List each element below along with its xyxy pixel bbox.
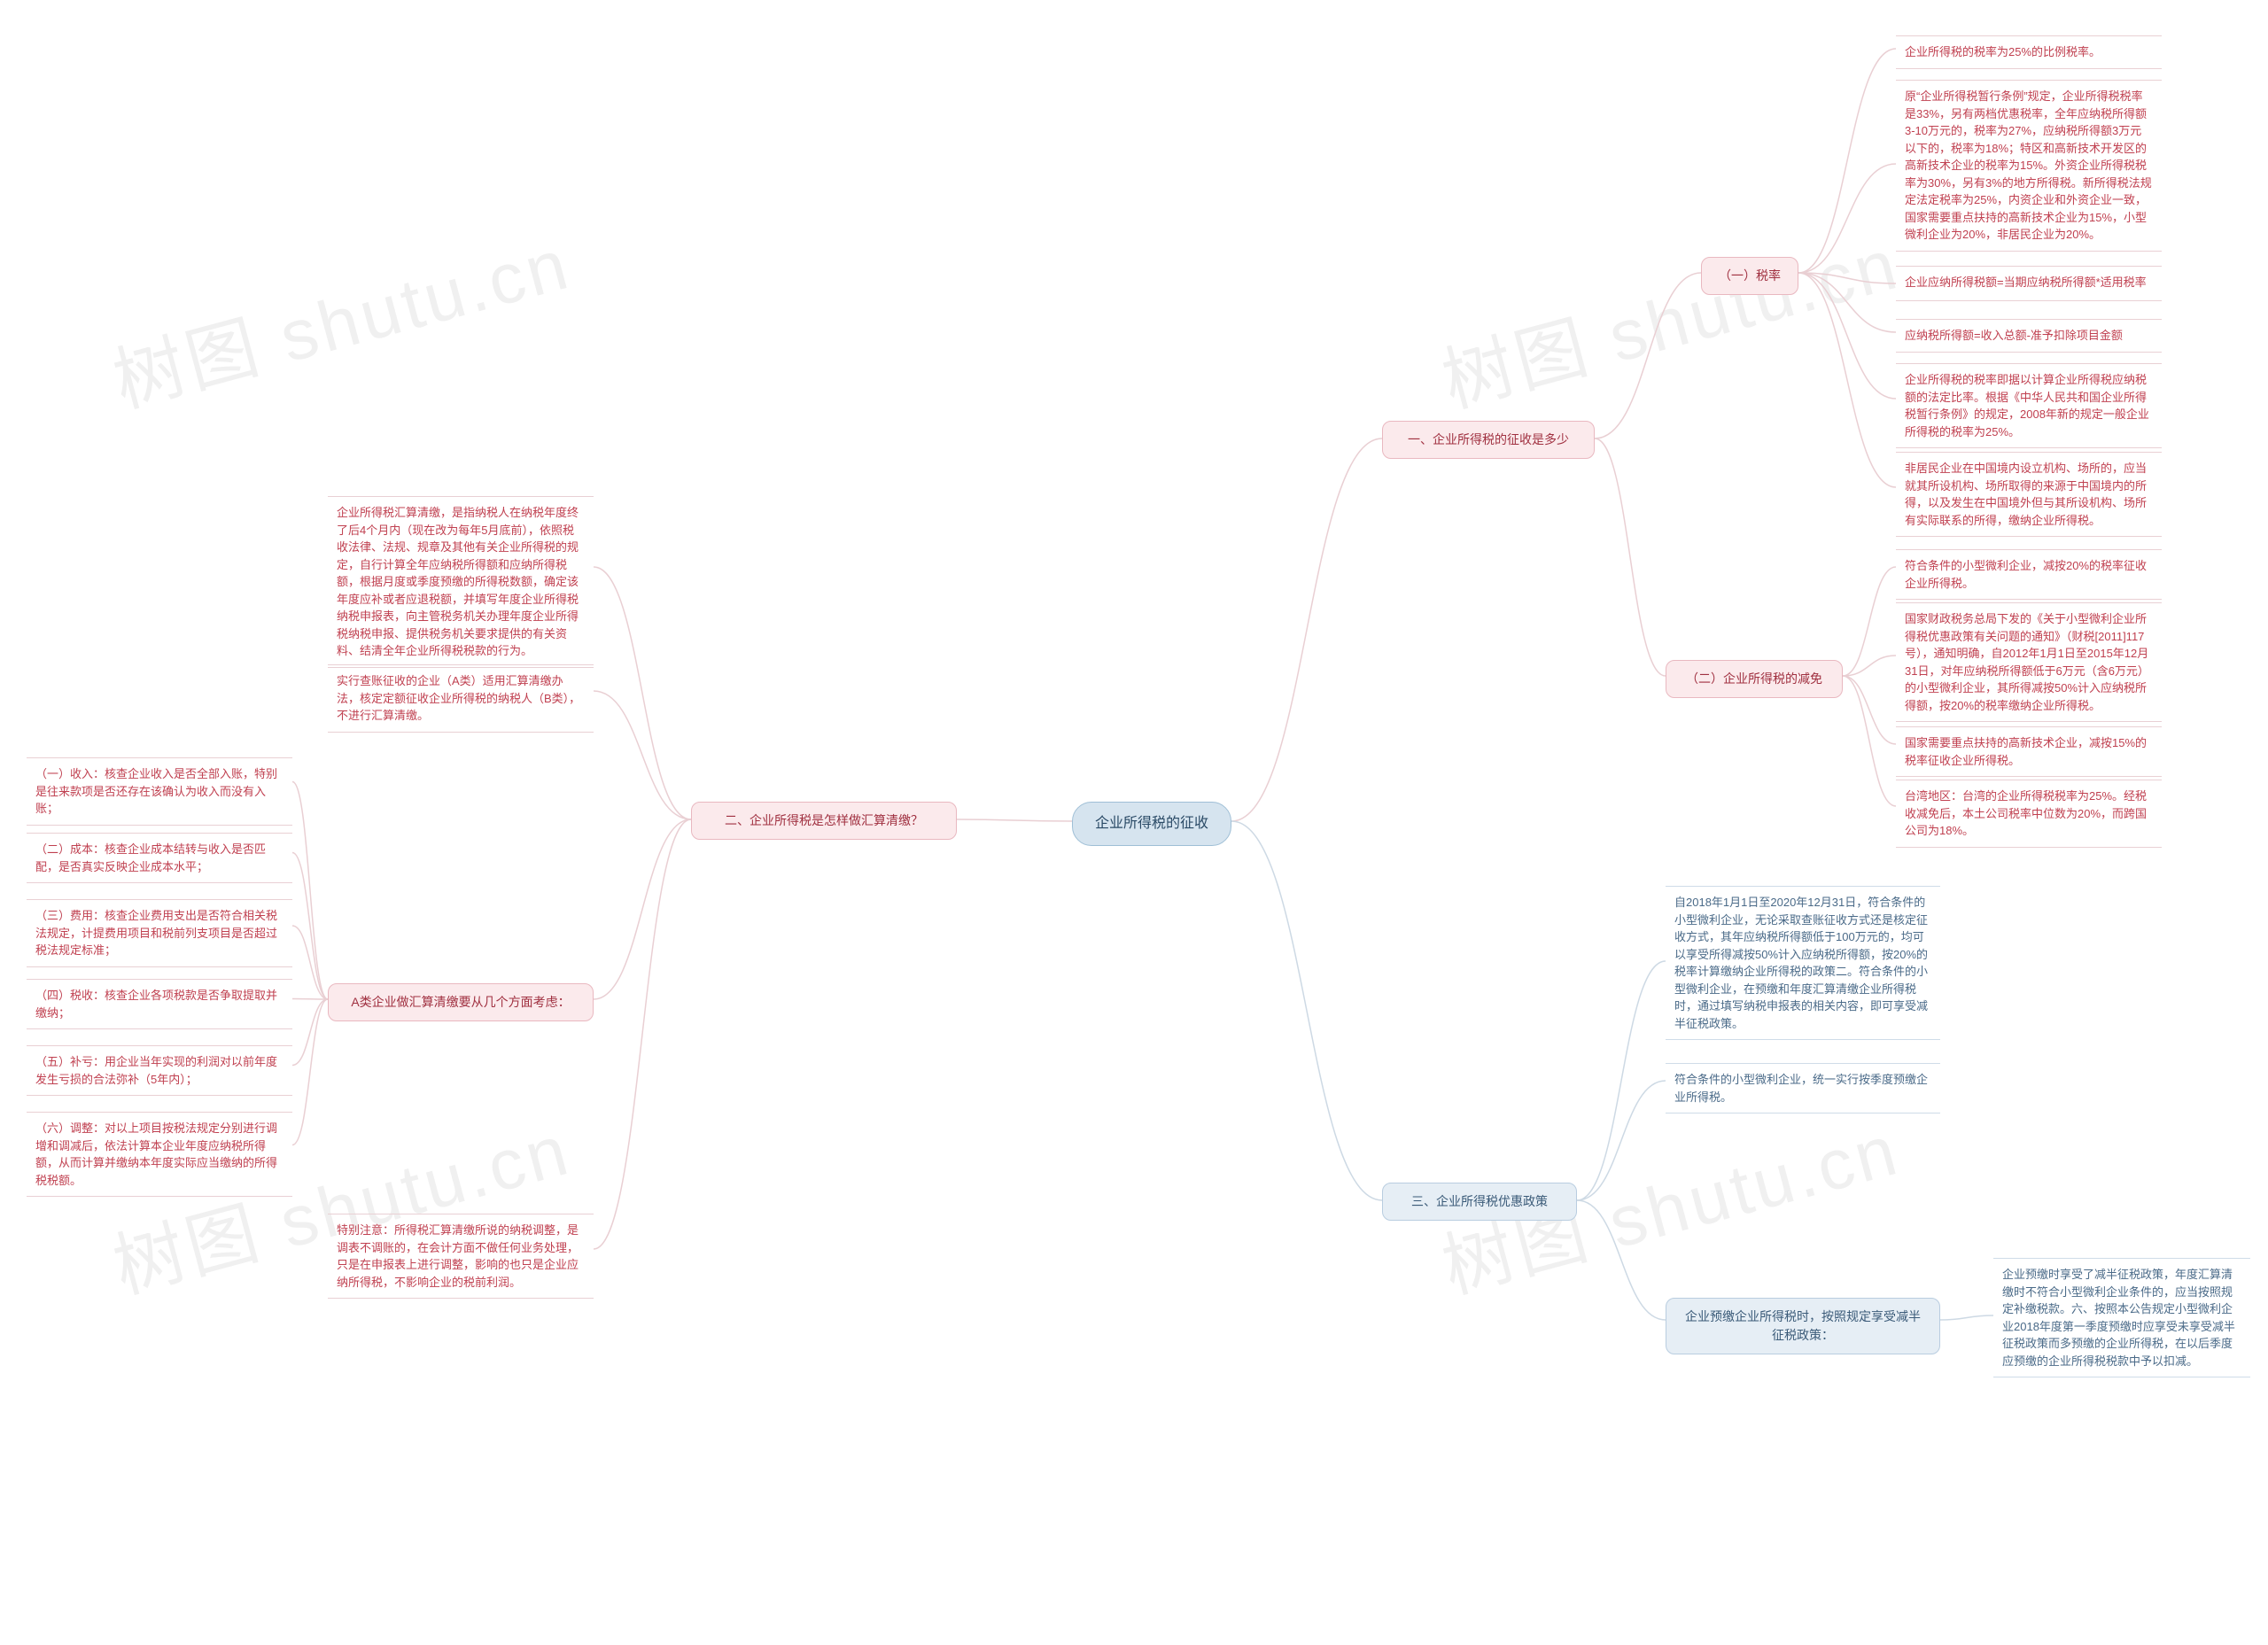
- leaf-b2c3[interactable]: （三）费用：核查企业费用支出是否符合相关税法规定，计提费用项目和税前列支项目是否…: [27, 899, 292, 967]
- leaf-b1b1[interactable]: 符合条件的小型微利企业，减按20%的税率征收企业所得税。: [1896, 549, 2162, 600]
- node-b3c[interactable]: 企业预缴企业所得税时，按照规定享受减半征税政策：: [1666, 1298, 1940, 1354]
- leaf-b1a6[interactable]: 非居民企业在中国境内设立机构、场所的，应当就其所设机构、场所取得的来源于中国境内…: [1896, 452, 2162, 537]
- watermark: 树图 shutu.cn: [101, 207, 580, 428]
- leaf-b1b3[interactable]: 国家需要重点扶持的高新技术企业，减按15%的税率征收企业所得税。: [1896, 726, 2162, 777]
- leaf-b1a5[interactable]: 企业所得税的税率即据以计算企业所得税应纳税额的法定比率。根据《中华人民共和国企业…: [1896, 363, 2162, 448]
- leaf-b1b2[interactable]: 国家财政税务总局下发的《关于小型微利企业所得税优惠政策有关问题的通知》（财税[2…: [1896, 602, 2162, 722]
- watermark: 树图 shutu.cn: [1430, 207, 1909, 428]
- node-b2d[interactable]: 特别注意：所得税汇算清缴所说的纳税调整，是调表不调账的，在会计方面不做任何业务处…: [328, 1214, 594, 1299]
- leaf-b2c2[interactable]: （二）成本：核查企业成本结转与收入是否匹配，是否真实反映企业成本水平；: [27, 833, 292, 883]
- node-b3b[interactable]: 符合条件的小型微利企业，统一实行按季度预缴企业所得税。: [1666, 1063, 1940, 1113]
- leaf-b1a2[interactable]: 原“企业所得税暂行条例”规定，企业所得税税率是33%，另有两档优惠税率，全年应纳…: [1896, 80, 2162, 252]
- leaf-b2c5[interactable]: （五）补亏：用企业当年实现的利润对以前年度发生亏损的合法弥补（5年内）；: [27, 1045, 292, 1096]
- leaf-b3c1[interactable]: 企业预缴时享受了减半征税政策，年度汇算清缴时不符合小型微利企业条件的，应当按照规…: [1993, 1258, 2250, 1377]
- leaf-b1b4[interactable]: 台湾地区：台湾的企业所得税税率为25%。经税收减免后，本土公司税率中位数为20%…: [1896, 780, 2162, 848]
- root-node[interactable]: 企业所得税的征收: [1072, 802, 1231, 846]
- leaf-b1a1[interactable]: 企业所得税的税率为25%的比例税率。: [1896, 35, 2162, 69]
- leaf-b1a3[interactable]: 企业应纳所得税额=当期应纳税所得额*适用税率: [1896, 266, 2162, 301]
- node-b2b[interactable]: 实行查账征收的企业（A类）适用汇算清缴办法，核定定额征收企业所得税的纳税人（B类…: [328, 664, 594, 733]
- branch-b1[interactable]: 一、企业所得税的征收是多少: [1382, 421, 1595, 459]
- node-b3a[interactable]: 自2018年1月1日至2020年12月31日，符合条件的小型微利企业，无论采取查…: [1666, 886, 1940, 1040]
- leaf-b2c6[interactable]: （六）调整：对以上项目按税法规定分别进行调增和调减后，依法计算本企业年度应纳税所…: [27, 1112, 292, 1197]
- node-b1b[interactable]: （二）企业所得税的减免: [1666, 660, 1843, 698]
- leaf-b2c4[interactable]: （四）税收：核查企业各项税款是否争取提取并缴纳；: [27, 979, 292, 1029]
- branch-b2[interactable]: 二、企业所得税是怎样做汇算清缴？: [691, 802, 957, 840]
- node-b1a[interactable]: （一）税率: [1701, 257, 1798, 295]
- node-b2a[interactable]: 企业所得税汇算清缴，是指纳税人在纳税年度终了后4个月内（现在改为每年5月底前），…: [328, 496, 594, 668]
- leaf-b1a4[interactable]: 应纳税所得额=收入总额-准予扣除项目金额: [1896, 319, 2162, 353]
- branch-b3[interactable]: 三、企业所得税优惠政策: [1382, 1183, 1577, 1221]
- node-b2c[interactable]: A类企业做汇算清缴要从几个方面考虑：: [328, 983, 594, 1021]
- leaf-b2c1[interactable]: （一）收入：核查企业收入是否全部入账，特别是往来款项是否还存在该确认为收入而没有…: [27, 757, 292, 826]
